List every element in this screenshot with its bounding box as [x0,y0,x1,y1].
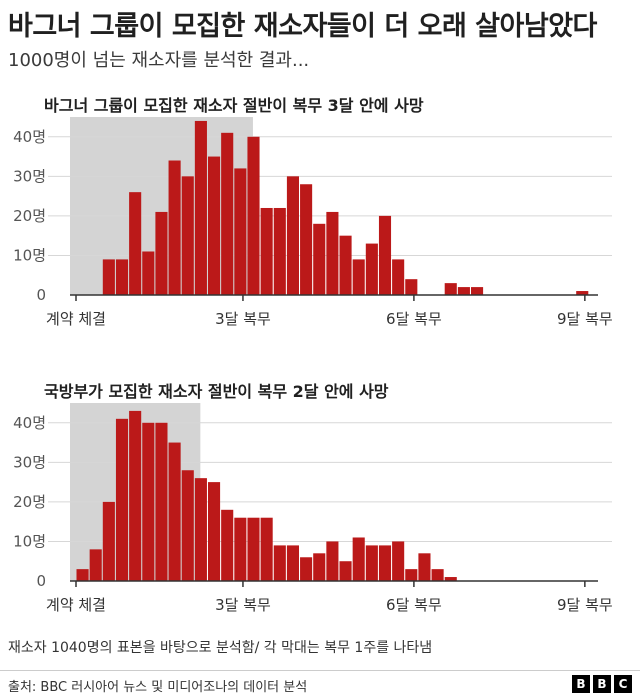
bar [313,223,326,295]
y-tick-label: 20명 [13,493,46,511]
subheadline: 1000명이 넘는 재소자를 분석한 결과... [8,50,310,71]
y-tick-label: 10명 [13,532,46,550]
logo-letter: B [572,675,590,693]
bar [89,549,102,581]
bar [221,132,234,295]
bar [260,517,273,581]
bar [194,478,207,581]
bar [168,160,181,295]
bar [418,553,431,581]
bar [115,418,129,581]
bar [208,482,221,581]
x-tick-label: 3달 복무 [215,596,271,614]
y-tick-label: 40명 [13,128,46,146]
x-tick-label: 3달 복무 [215,310,271,328]
chart-title-defense-ministry: 국방부가 모집한 재소자 절반이 복무 2달 안에 사망 [44,382,389,401]
bar [234,168,247,295]
headline: 바그너 그룹이 모집한 재소자들이 더 오래 살아남았다 [8,11,597,42]
bar [286,176,299,295]
bar [142,251,155,295]
bar [247,517,260,581]
x-tick-label: 6달 복무 [386,596,442,614]
logo-letter: C [614,675,632,693]
bar [378,545,392,581]
bar [471,287,484,295]
bar [273,545,286,581]
bar [339,561,352,581]
y-tick-label: 40명 [13,414,46,432]
x-tick-label: 계약 체결 [46,596,106,614]
bar [286,545,299,581]
bar [155,211,168,295]
y-tick-label: 20명 [13,207,46,225]
logo-letter: B [593,675,611,693]
bar [444,577,457,581]
bar [300,184,313,295]
bar [313,553,326,581]
bar [365,243,378,295]
x-tick-label: 9달 복무 [557,596,613,614]
chart-title-wagner: 바그너 그룹이 모집한 재소자 절반이 복무 3달 안에 사망 [44,96,424,115]
bar [260,207,273,295]
x-tick-label: 6달 복무 [386,310,442,328]
bar [326,541,339,581]
bar [392,541,405,581]
bar [181,470,194,581]
bar [129,410,142,581]
bar [102,259,115,295]
bar [221,509,234,581]
bar [208,156,221,295]
footnote: 재소자 1040명의 표본을 바탕으로 분석함/ 각 막대는 복무 1주를 나타… [8,640,433,656]
source-divider [0,670,640,671]
x-tick-label: 9달 복무 [557,310,613,328]
source-note: 출처: BBC 러시아어 뉴스 및 미디어조나의 데이터 분석 [8,680,308,695]
bar [365,545,378,581]
bar [431,569,444,581]
bar [405,279,418,295]
bar [326,211,339,295]
y-tick-label: 0 [36,286,46,304]
y-tick-label: 30명 [13,167,46,185]
y-tick-label: 30명 [13,453,46,471]
bar [352,537,365,581]
bar [392,259,405,295]
bar [300,557,313,581]
bar [102,501,115,581]
bar [339,235,352,295]
bar [444,283,457,295]
bar [181,176,194,295]
bar [247,136,260,295]
bar [352,259,365,295]
y-tick-label: 10명 [13,246,46,264]
bar [378,215,392,295]
bar [142,422,155,581]
bar [405,569,418,581]
y-tick-label: 0 [36,572,46,590]
bar [155,422,168,581]
x-tick-label: 계약 체결 [46,310,106,328]
bar [194,120,207,295]
bar [76,569,89,581]
bar [576,291,589,295]
bar [273,207,286,295]
bar [457,287,470,295]
bar [129,192,142,295]
bar [168,442,181,581]
bbc-logo: B B C [572,675,632,693]
bar [234,517,247,581]
bar [115,259,129,295]
